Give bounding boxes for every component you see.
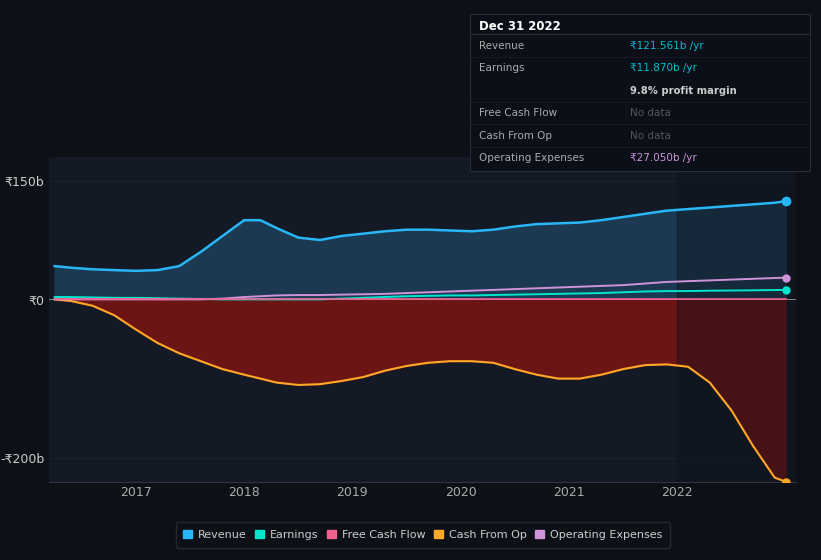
Text: Revenue: Revenue [479,41,525,51]
Text: Cash From Op: Cash From Op [479,130,553,141]
Text: ₹121.561b /yr: ₹121.561b /yr [630,41,704,51]
Text: ₹27.050b /yr: ₹27.050b /yr [630,153,696,163]
Text: 9.8% profit margin: 9.8% profit margin [630,86,736,96]
Text: ₹11.870b /yr: ₹11.870b /yr [630,63,696,73]
Text: Earnings: Earnings [479,63,525,73]
Text: Operating Expenses: Operating Expenses [479,153,585,163]
Text: Free Cash Flow: Free Cash Flow [479,108,557,118]
Text: No data: No data [630,130,671,141]
Text: No data: No data [630,108,671,118]
Bar [677,157,796,482]
Legend: Revenue, Earnings, Free Cash Flow, Cash From Op, Operating Expenses: Revenue, Earnings, Free Cash Flow, Cash … [176,522,670,548]
Text: Dec 31 2022: Dec 31 2022 [479,20,562,33]
